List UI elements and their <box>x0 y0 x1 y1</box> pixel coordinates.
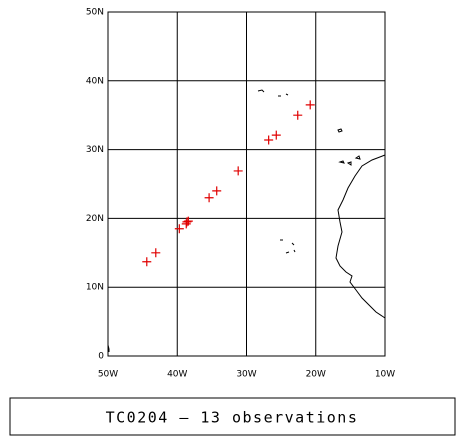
track-point <box>264 135 274 145</box>
track-point <box>212 186 222 196</box>
track-point <box>293 110 303 120</box>
y-tick-label: 30N <box>86 145 104 155</box>
africa-coast <box>335 154 386 319</box>
y-tick-label: 40N <box>86 76 104 86</box>
track-point <box>182 217 192 227</box>
cape-verde <box>280 239 296 254</box>
track-point <box>183 216 193 226</box>
track-point <box>142 257 152 267</box>
track-point <box>233 166 243 176</box>
x-tick-label: 40W <box>167 370 187 380</box>
azores <box>257 89 289 97</box>
track-point <box>151 248 161 258</box>
track-point <box>204 193 214 203</box>
y-tick-label: 20N <box>86 214 104 224</box>
track-point <box>305 100 315 110</box>
caption-box <box>9 397 456 436</box>
x-tick-label: 20W <box>306 370 326 380</box>
coastline <box>107 89 386 352</box>
x-tick-label: 50W <box>98 370 118 380</box>
madeira <box>337 128 343 133</box>
y-tick-label: 0 <box>98 352 104 362</box>
x-tick-label: 30W <box>236 370 256 380</box>
y-tick-label: 10N <box>86 283 104 293</box>
y-tick-label: 50N <box>86 8 104 18</box>
track-point <box>271 130 281 140</box>
caption: TC0204 — 13 observations <box>106 409 359 427</box>
canary-islands <box>338 155 361 166</box>
x-tick-label: 10W <box>375 370 395 380</box>
track-point <box>174 224 184 234</box>
